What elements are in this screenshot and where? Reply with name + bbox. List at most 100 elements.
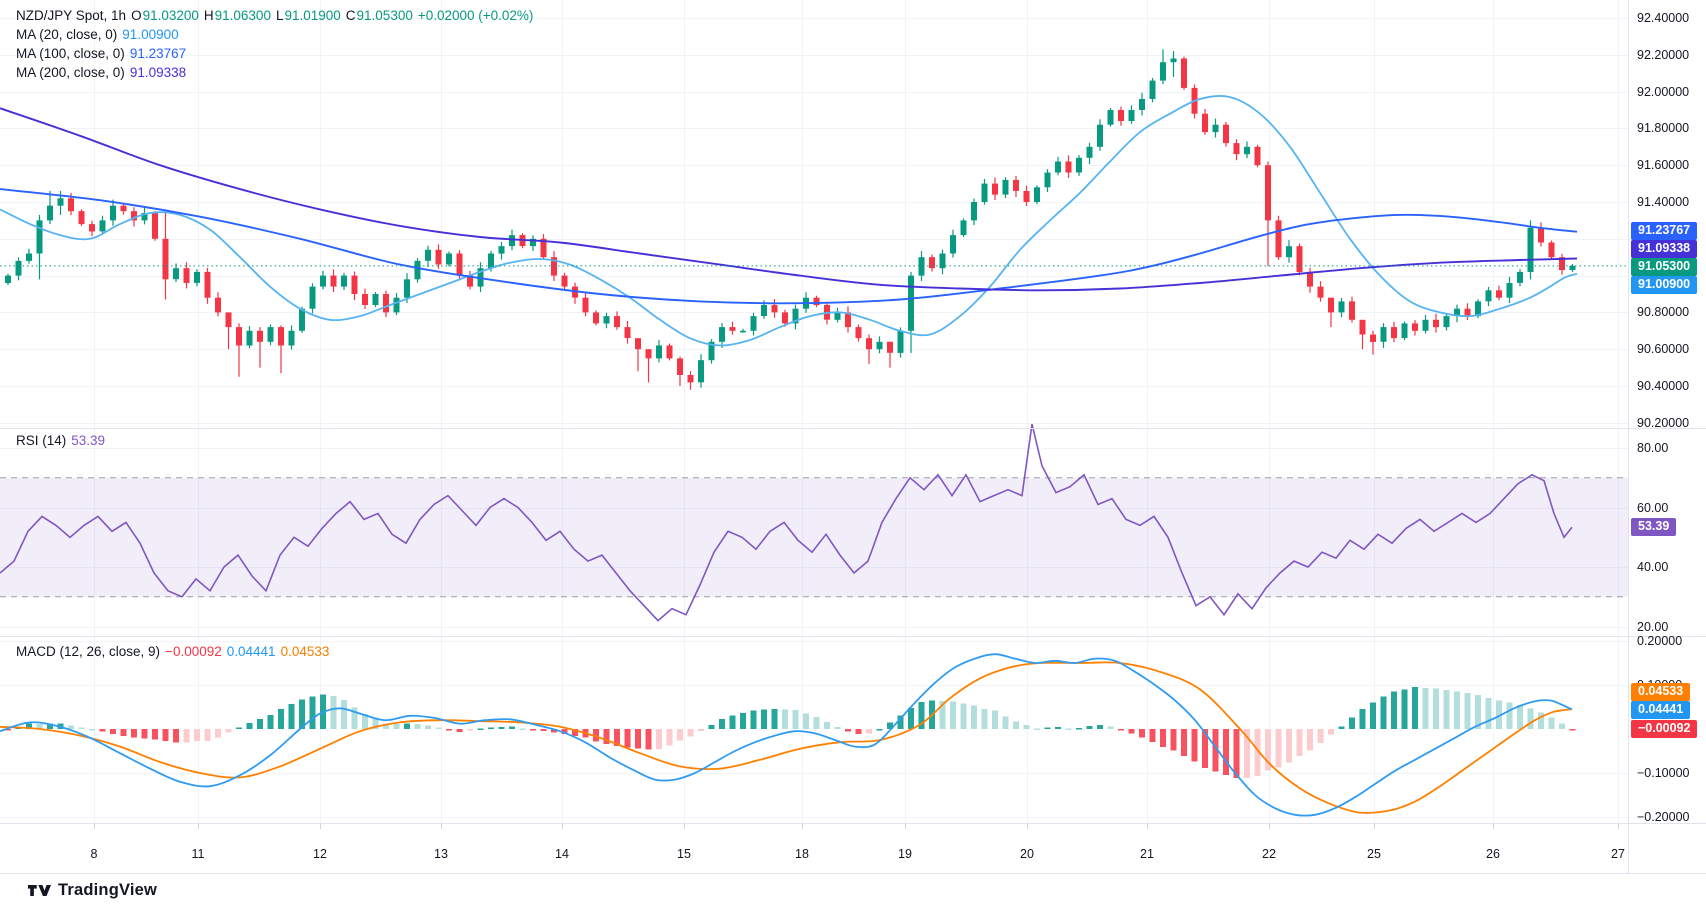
candle-body bbox=[183, 268, 190, 283]
candle-body bbox=[771, 305, 778, 313]
rsi-pane[interactable] bbox=[0, 424, 1628, 622]
histogram-bar bbox=[708, 724, 715, 729]
rsi-macd-separator[interactable] bbox=[0, 636, 1706, 637]
candle-body bbox=[1548, 242, 1555, 258]
candle-body bbox=[1254, 146, 1261, 166]
histogram-bar bbox=[456, 729, 463, 732]
candle-body bbox=[1454, 308, 1460, 317]
candle-body bbox=[1086, 146, 1093, 158]
histogram-bar bbox=[1223, 729, 1229, 775]
candle-body bbox=[5, 275, 11, 283]
histogram-bar bbox=[1527, 708, 1534, 729]
histogram-bar bbox=[1160, 729, 1166, 748]
ma200-legend-row[interactable]: MA (200, close, 0) 91.09338 bbox=[16, 63, 538, 82]
candle-body bbox=[1202, 113, 1208, 133]
symbol-legend-row[interactable]: NZD/JPY Spot, 1h O 91.03200 H 91.06300 L… bbox=[16, 6, 538, 25]
histogram-bar bbox=[918, 701, 925, 729]
candle-body bbox=[750, 316, 757, 331]
price-axis-label: 91.80000 bbox=[1637, 121, 1690, 135]
candle-body bbox=[1464, 308, 1471, 317]
candle-body bbox=[257, 330, 263, 342]
candle-body bbox=[1160, 62, 1166, 81]
histogram-bar bbox=[614, 729, 620, 746]
histogram-bar bbox=[1265, 729, 1271, 771]
candle-body bbox=[876, 341, 883, 350]
candle-body bbox=[1559, 257, 1565, 271]
candle-body bbox=[1380, 327, 1387, 342]
histogram-bar bbox=[1506, 702, 1513, 729]
candle-body bbox=[488, 253, 494, 269]
price-pane[interactable] bbox=[0, 49, 1628, 390]
candle-body bbox=[614, 316, 620, 328]
candle-body bbox=[173, 268, 179, 280]
histogram-bar bbox=[288, 704, 295, 729]
candle-body bbox=[1055, 161, 1061, 173]
time-axis-ticks bbox=[94, 824, 1619, 829]
candle-body bbox=[1013, 179, 1019, 191]
histogram-bar bbox=[204, 729, 211, 742]
timeaxis-bottom-separator bbox=[0, 873, 1706, 874]
macd-pane[interactable] bbox=[0, 653, 1576, 817]
candle-body bbox=[530, 238, 536, 247]
candle-body bbox=[740, 330, 746, 333]
histogram-bar bbox=[1013, 721, 1019, 729]
histogram-bar bbox=[215, 729, 221, 738]
histogram-bar bbox=[78, 727, 85, 730]
candle-body bbox=[540, 238, 547, 258]
histogram-bar bbox=[1139, 729, 1145, 738]
candle-body bbox=[47, 205, 53, 221]
ma20-legend-row[interactable]: MA (20, close, 0) 91.00900 bbox=[16, 25, 538, 44]
rsi-legend-row[interactable]: RSI (14) 53.39 bbox=[16, 431, 110, 450]
candle-body bbox=[1422, 319, 1429, 331]
candle-body bbox=[1328, 297, 1334, 313]
macd-axis-label: 0.20000 bbox=[1637, 634, 1683, 648]
candle-body bbox=[1296, 246, 1303, 272]
histogram-bar bbox=[887, 722, 893, 729]
candle-body bbox=[194, 271, 200, 283]
price-axis-label: 90.20000 bbox=[1637, 416, 1690, 430]
histogram-bar bbox=[719, 718, 725, 729]
candle-body bbox=[1107, 110, 1114, 125]
ma200-badge: 91.09338 bbox=[1631, 240, 1698, 258]
ma100-legend-row[interactable]: MA (100, close, 0) 91.23767 bbox=[16, 44, 538, 63]
histogram-bar bbox=[971, 705, 977, 729]
macd-legend-row[interactable]: MACD (12, 26, close, 9) −0.00092 0.04441… bbox=[16, 642, 334, 661]
histogram-bar bbox=[68, 725, 74, 729]
histogram-bar bbox=[603, 729, 610, 745]
time-axis-label: 19 bbox=[898, 847, 912, 861]
histogram-bar bbox=[666, 729, 673, 746]
histogram-bar bbox=[110, 729, 116, 734]
macd-signal-line bbox=[0, 661, 1573, 814]
candle-body bbox=[866, 338, 872, 350]
candle-body bbox=[1433, 319, 1439, 328]
candle-body bbox=[404, 279, 410, 298]
histogram-bar bbox=[1391, 691, 1397, 729]
histogram-bar bbox=[1559, 723, 1565, 729]
candle-body bbox=[834, 312, 841, 320]
tradingview-logo[interactable]: TradingView bbox=[28, 881, 157, 900]
histogram-bar bbox=[467, 729, 473, 731]
histogram-bar bbox=[414, 724, 421, 729]
candle-body bbox=[1307, 271, 1313, 287]
macd-hist-value: −0.00092 bbox=[165, 644, 222, 659]
histogram-bar bbox=[1380, 696, 1387, 729]
price-axis-label: 92.40000 bbox=[1637, 11, 1690, 25]
histogram-bar bbox=[1191, 729, 1198, 762]
candle-body bbox=[1391, 327, 1397, 339]
histogram-bar bbox=[36, 723, 43, 729]
candle-body bbox=[761, 305, 767, 316]
candle-body bbox=[299, 308, 305, 331]
candle-body bbox=[1317, 286, 1324, 298]
close-label: C bbox=[345, 8, 356, 23]
candle-body bbox=[593, 312, 599, 324]
price-rsi-separator[interactable] bbox=[0, 428, 1706, 429]
candles[interactable] bbox=[5, 49, 1576, 390]
candle-body bbox=[1443, 316, 1450, 328]
time-axis-label: 21 bbox=[1140, 847, 1154, 861]
candle-body bbox=[1128, 110, 1135, 121]
histogram-bar bbox=[950, 701, 956, 729]
symbol-title: NZD/JPY Spot, 1h bbox=[16, 8, 127, 23]
rsi-legend: RSI (14) 53.39 bbox=[16, 431, 110, 450]
histogram-bar bbox=[1359, 708, 1366, 729]
